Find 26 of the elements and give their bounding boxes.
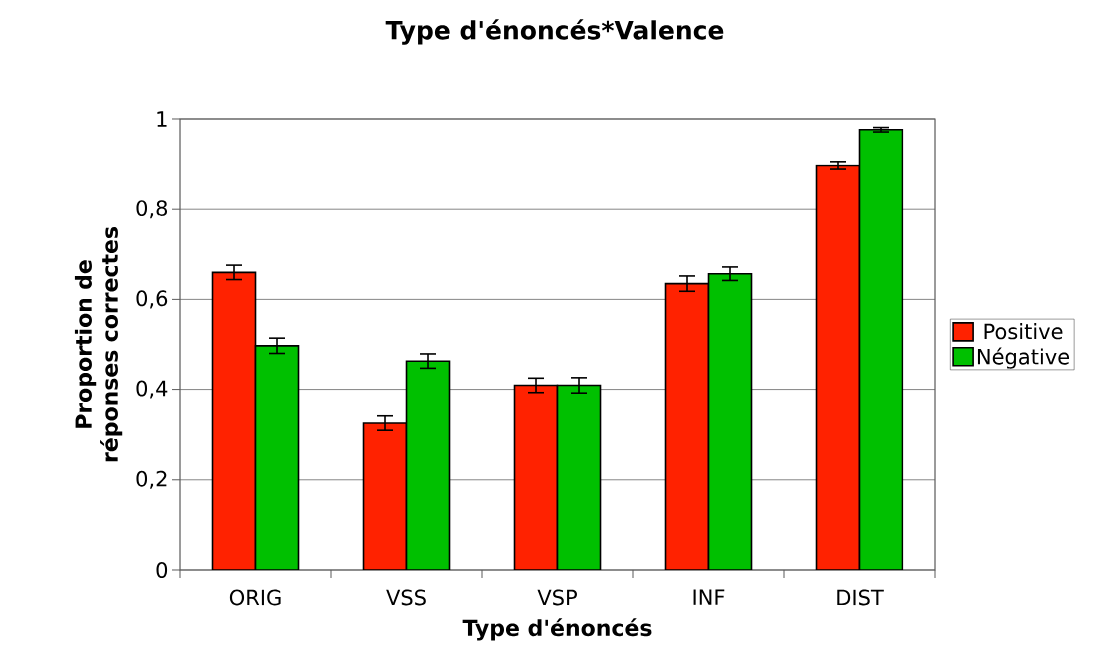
y-tick-label: 0,2 (136, 470, 167, 489)
bar (556, 384, 602, 570)
bar (362, 422, 408, 570)
bar (211, 271, 257, 570)
y-tick-label: 1 (157, 111, 167, 127)
bar (815, 164, 861, 570)
x-tick-label: ORIG (229, 589, 281, 606)
bar (513, 384, 559, 570)
x-tick-label: VSP (537, 589, 577, 606)
bar (707, 272, 753, 570)
legend-label: Positive (984, 323, 1063, 340)
x-tick-label: DIST (837, 589, 884, 606)
y-tick-label: 0,6 (136, 290, 168, 309)
y-tick-label: 0,8 (136, 200, 168, 219)
bar (254, 345, 300, 570)
y-tick-label: 0 (156, 562, 168, 578)
bar (858, 129, 904, 570)
legend-label: Négative (977, 347, 1070, 369)
bar (664, 282, 710, 570)
y-axis-title: Proportion de réponses correctes (74, 227, 123, 462)
y-tick-label: 0,4 (136, 380, 168, 399)
x-tick-label: INF (693, 589, 725, 605)
bar (405, 360, 451, 570)
chart-title: Type d'énoncés*Valence (385, 19, 724, 45)
x-tick-label: VSS (386, 589, 426, 606)
x-axis-title: Type d'énoncés (462, 618, 652, 641)
